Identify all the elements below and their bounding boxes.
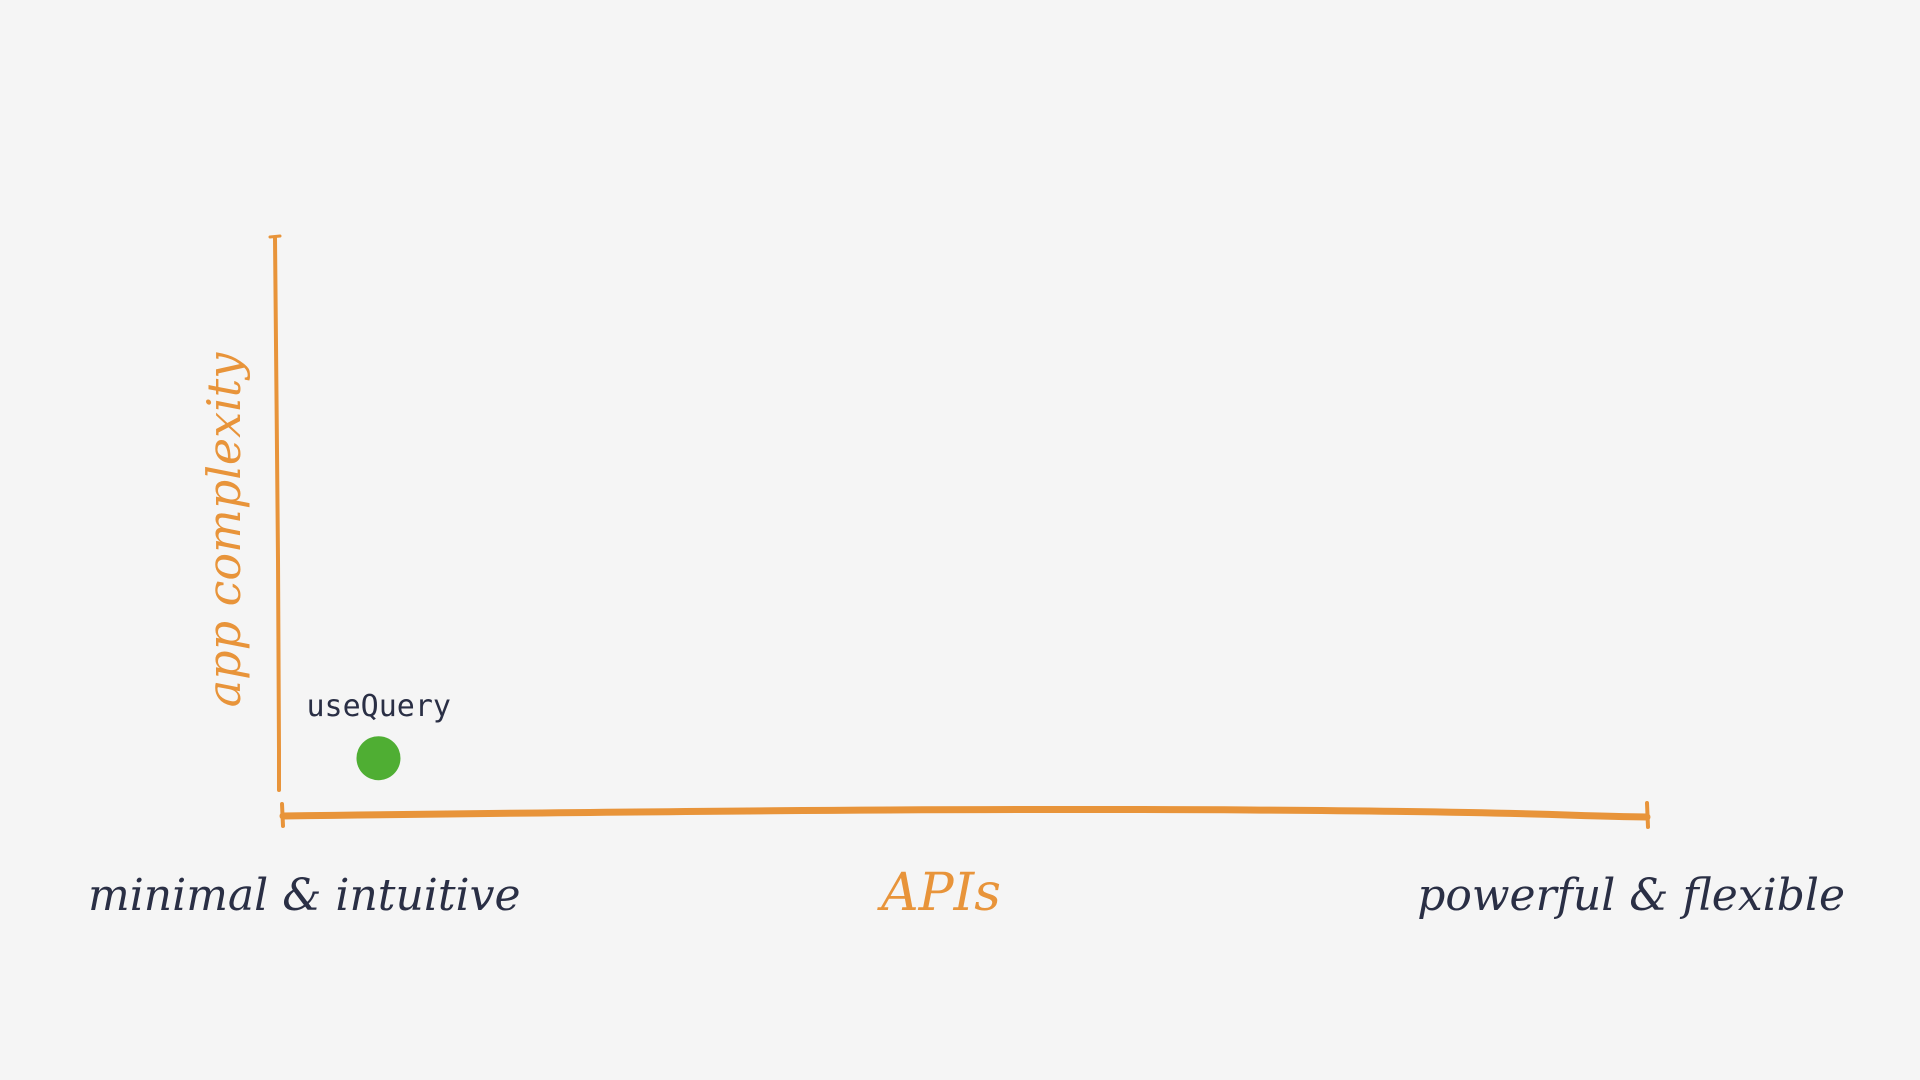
x-axis-line [279,805,1651,821]
x-axis-right-label: powerful & flexible [1417,870,1845,921]
y-axis-cap [268,234,282,239]
y-axis-line [273,236,281,792]
points-layer: useQuery [306,689,451,781]
point-0-label: useQuery [306,689,451,724]
point-0-marker [356,736,401,781]
x-axis-right-tick [1645,801,1650,829]
x-axis [279,801,1651,829]
x-axis-label: APIs [877,863,1001,923]
x-axis-left-tick [280,802,285,828]
x-axis-left-label: minimal & intuitive [88,870,521,921]
y-axis [268,234,282,792]
y-axis-label: app complexity [197,352,251,708]
